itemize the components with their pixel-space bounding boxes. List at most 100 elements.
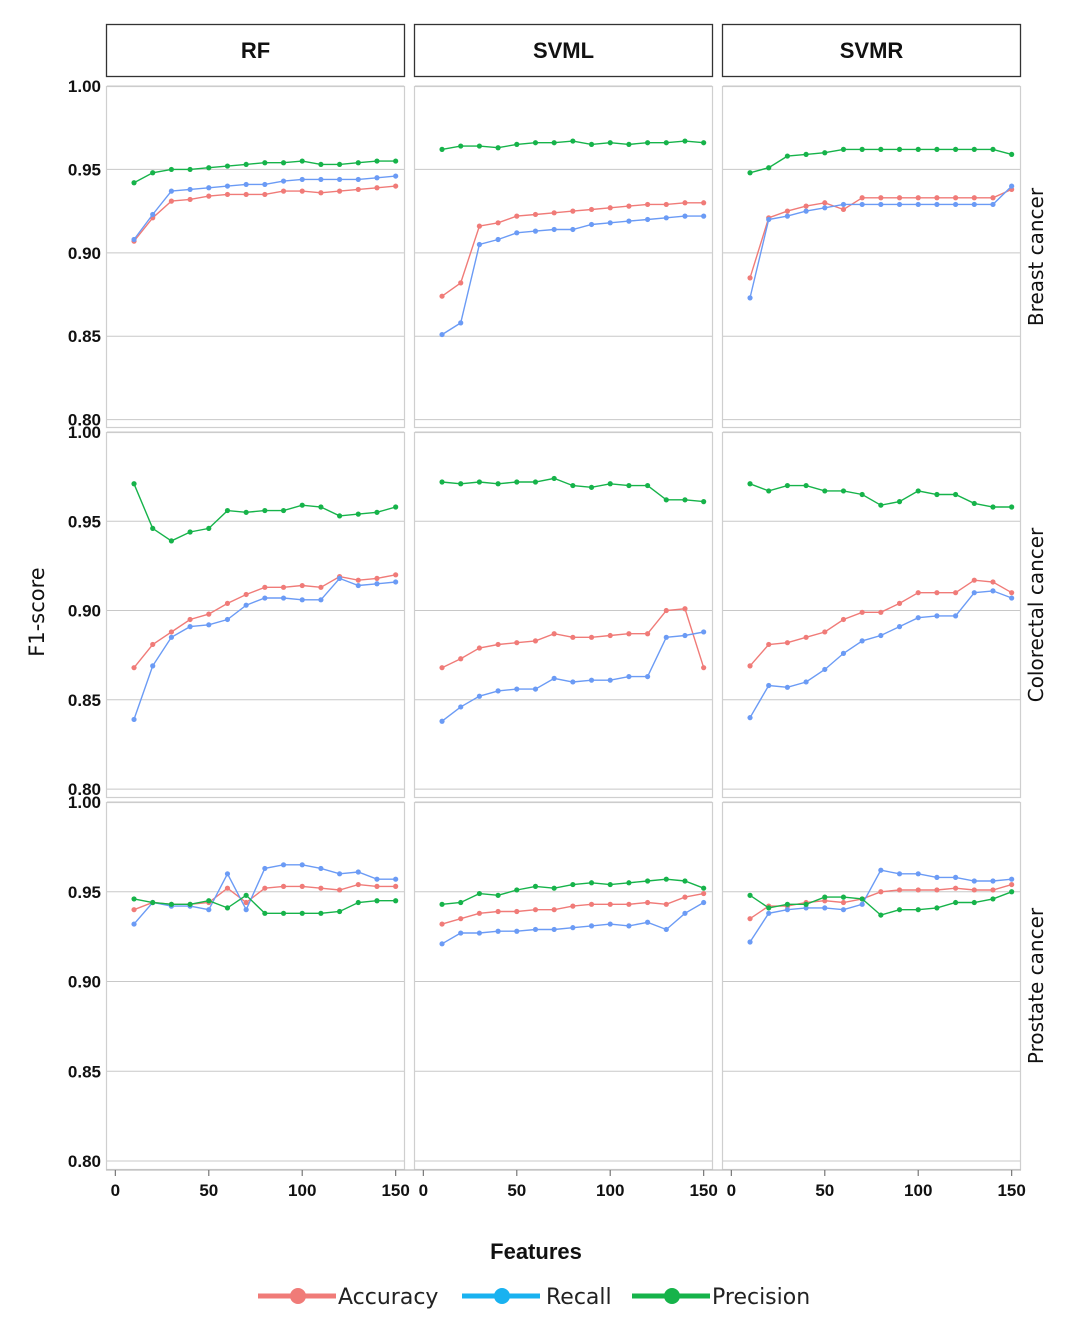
data-point-recall	[551, 675, 557, 681]
data-point-precision	[1009, 151, 1015, 157]
data-point-accuracy	[701, 200, 707, 206]
data-point-accuracy	[952, 195, 959, 201]
data-point-precision	[187, 529, 193, 535]
series-precision	[131, 158, 399, 186]
data-point-precision	[588, 141, 595, 147]
data-point-accuracy	[514, 213, 520, 219]
data-point-precision	[355, 899, 361, 906]
data-point-accuracy	[607, 901, 613, 907]
data-point-accuracy	[532, 638, 539, 644]
data-point-accuracy	[840, 899, 847, 906]
data-point-accuracy	[952, 885, 959, 891]
data-point-accuracy	[495, 908, 501, 915]
data-point-precision	[840, 894, 847, 900]
data-point-accuracy	[747, 916, 753, 922]
data-point-precision	[747, 892, 753, 898]
data-point-recall	[495, 688, 501, 694]
data-point-recall	[243, 181, 249, 188]
data-point-accuracy	[150, 641, 156, 648]
strip-svmr: SVMR	[721, 23, 1022, 78]
data-point-recall	[439, 941, 445, 947]
data-point-precision	[439, 146, 445, 152]
data-point-precision	[915, 146, 921, 152]
data-point-accuracy	[644, 201, 651, 208]
data-point-recall	[784, 907, 791, 913]
data-point-recall	[803, 905, 809, 911]
data-point-recall	[458, 930, 464, 936]
data-point-recall	[393, 876, 399, 882]
data-point-precision	[952, 899, 959, 906]
data-point-recall	[299, 597, 305, 603]
data-point-recall	[206, 907, 212, 913]
data-point-accuracy	[187, 616, 193, 623]
legend-label: Accuracy	[338, 1285, 438, 1310]
data-point-precision	[682, 878, 688, 884]
data-point-precision	[859, 896, 865, 902]
data-point-recall	[570, 925, 576, 931]
data-point-accuracy	[896, 887, 903, 893]
data-point-precision	[896, 907, 903, 913]
data-point-precision	[803, 482, 809, 489]
x-tick-label: 150	[997, 1181, 1025, 1200]
x-axis-label: Features	[490, 1239, 582, 1264]
data-point-precision	[663, 497, 669, 503]
data-point-precision	[262, 910, 268, 916]
data-point-accuracy	[280, 883, 287, 889]
data-point-recall	[896, 871, 903, 877]
strip-label: SVMR	[840, 38, 904, 63]
data-point-recall	[262, 181, 268, 188]
data-point-precision	[476, 143, 483, 149]
y-tick-label: 0.85	[68, 1062, 101, 1081]
data-point-recall	[588, 677, 595, 683]
data-point-precision	[224, 163, 231, 169]
data-point-precision	[840, 146, 847, 152]
panel-frame	[721, 431, 1022, 799]
data-point-recall	[187, 186, 193, 193]
data-point-precision	[168, 901, 175, 907]
panel-svmr-prostate-cancer	[721, 801, 1022, 1171]
data-point-accuracy	[262, 584, 268, 590]
data-point-recall	[439, 718, 445, 724]
data-point-accuracy	[934, 887, 940, 893]
data-point-recall	[243, 602, 249, 608]
y-tick-label: 0.85	[68, 691, 101, 710]
data-point-accuracy	[682, 200, 688, 206]
data-point-accuracy	[934, 590, 940, 596]
data-point-precision	[859, 146, 865, 152]
data-point-recall	[971, 590, 977, 596]
data-point-recall	[840, 650, 847, 656]
panel-svmr-colorectal-cancer	[721, 431, 1022, 799]
data-point-recall	[934, 874, 940, 880]
data-point-recall	[663, 926, 669, 933]
y-tick-label: 0.80	[68, 411, 101, 430]
data-point-recall	[150, 211, 156, 218]
data-point-recall	[551, 926, 557, 933]
data-point-recall	[262, 865, 268, 872]
data-point-recall	[299, 176, 305, 183]
data-point-accuracy	[532, 907, 539, 913]
data-point-precision	[626, 141, 632, 147]
data-point-accuracy	[971, 195, 977, 201]
data-point-accuracy	[299, 582, 305, 589]
y-tick-label: 1.00	[68, 793, 101, 812]
panel-rf-breast-cancer	[105, 85, 406, 429]
data-point-precision	[439, 901, 445, 907]
data-point-accuracy	[514, 640, 520, 646]
data-point-recall	[570, 679, 576, 685]
data-point-precision	[747, 170, 753, 176]
data-point-recall	[280, 178, 287, 184]
data-point-precision	[495, 145, 501, 151]
data-point-precision	[878, 502, 884, 508]
data-point-precision	[318, 161, 324, 168]
legend-item-precision: Precision	[632, 1285, 810, 1310]
data-point-accuracy	[663, 607, 669, 614]
data-point-recall	[747, 295, 753, 301]
data-point-accuracy	[299, 188, 305, 194]
data-point-accuracy	[626, 631, 632, 637]
legend-swatch-marker	[290, 1288, 306, 1304]
data-point-accuracy	[168, 629, 175, 635]
series-recall	[131, 575, 399, 723]
data-point-precision	[458, 143, 464, 149]
data-point-precision	[952, 146, 959, 152]
data-point-accuracy	[336, 887, 343, 893]
